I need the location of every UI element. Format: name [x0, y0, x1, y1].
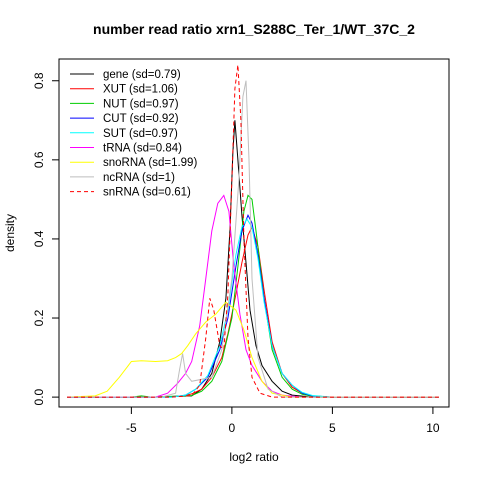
series-line-6 [66, 301, 439, 398]
legend-item: NUT (sd=0.97) [70, 98, 179, 110]
legend-label: gene (sd=0.79) [103, 69, 181, 81]
legend-label: XUT (sd=1.06) [103, 84, 178, 96]
x-axis-label: log2 ratio [229, 450, 279, 464]
legend-item: CUT (sd=0.92) [70, 113, 179, 125]
y-axis-label: density [3, 214, 17, 252]
legend-item: gene (sd=0.79) [70, 69, 181, 81]
y-tick-label: 0.8 [32, 72, 46, 89]
y-tick-label: 0.2 [32, 309, 46, 326]
legend-label: ncRNA (sd=1) [103, 172, 175, 184]
legend-item: ncRNA (sd=1) [70, 172, 175, 184]
series-line-1 [67, 225, 439, 398]
x-axis: -5 0 5 10 [126, 406, 440, 435]
y-axis: 0.0 0.2 0.4 0.6 0.8 [32, 72, 60, 405]
x-tick-label: 0 [229, 421, 236, 435]
legend-label: SUT (sd=0.97) [103, 128, 178, 140]
legend-item: XUT (sd=1.06) [70, 84, 178, 96]
series-line-5 [67, 194, 439, 398]
legend-item: SUT (sd=0.97) [70, 128, 178, 140]
legend-label: snRNA (sd=0.61) [103, 187, 191, 199]
chart-title: number read ratio xrn1_S288C_Ter_1/WT_37… [93, 21, 415, 37]
y-tick-label: 0.6 [32, 151, 46, 168]
legend-label: NUT (sd=0.97) [103, 98, 179, 110]
series-line-4 [67, 218, 439, 398]
series-line-3 [67, 213, 439, 398]
legend-item: snoRNA (sd=1.99) [70, 157, 197, 169]
series-line-2 [67, 194, 439, 398]
series-line-8 [67, 64, 439, 398]
y-tick-label: 0.0 [32, 388, 46, 405]
x-tick-label: -5 [126, 421, 137, 435]
y-tick-label: 0.4 [32, 230, 46, 247]
legend-item: snRNA (sd=0.61) [70, 187, 191, 199]
legend: gene (sd=0.79) XUT (sd=1.06) NUT (sd=0.97)… [70, 69, 197, 199]
x-tick-label: 10 [426, 421, 440, 435]
legend-label: snoRNA (sd=1.99) [103, 157, 197, 169]
legend-item: tRNA (sd=0.84) [70, 143, 182, 155]
series-line-0 [67, 120, 439, 398]
series-line-7 [67, 80, 439, 398]
legend-label: CUT (sd=0.92) [103, 113, 179, 125]
x-tick-label: 5 [329, 421, 336, 435]
legend-label: tRNA (sd=0.84) [103, 143, 182, 155]
series-lines [66, 64, 439, 398]
